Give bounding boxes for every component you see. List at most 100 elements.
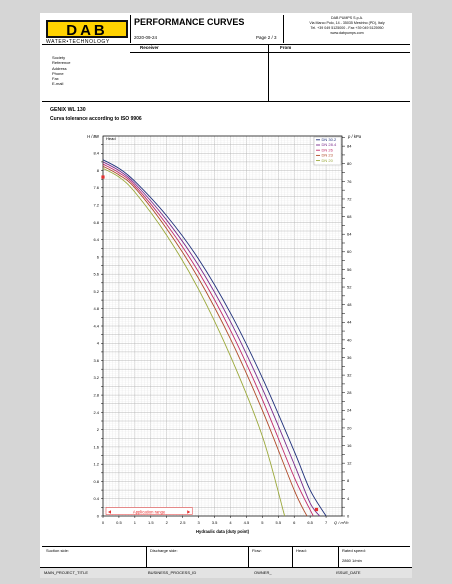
x-tick-label: 5.5: [275, 520, 281, 525]
x-tick-label: 4.5: [244, 520, 250, 525]
footer-divider: [338, 546, 339, 567]
application-range-label: Application range: [133, 510, 166, 515]
y-tick-label: 4: [97, 341, 100, 346]
company-line: DAB PUMPS S.p.A.: [331, 16, 363, 20]
x-tick-label: 2.5: [180, 520, 186, 525]
page-number: Page 2 / 3: [256, 35, 277, 40]
series-line-3: [102, 163, 314, 517]
issue-date: ISSUE_DATE: [336, 570, 361, 575]
logo-text: DAB: [66, 22, 108, 39]
y-right-tick-label: 16: [347, 443, 352, 448]
discharge-side-label: Discharge side:: [150, 548, 178, 553]
field-email: E-mail: [52, 81, 64, 87]
duty-point-marker-1: [101, 175, 105, 179]
legend-label: DN 28.4: [322, 142, 337, 147]
field-phone: Phone: [52, 70, 64, 76]
print-date: 2020-09-24: [134, 35, 158, 40]
x-tick-label: 3.5: [212, 520, 218, 525]
y-tick-label: 5.2: [93, 289, 99, 294]
y-right-tick-label: 44: [347, 320, 352, 325]
field-address: Address: [52, 65, 67, 71]
contact-top-rule: [42, 44, 410, 45]
y-right-tick-label: 32: [347, 372, 352, 377]
company-line: Via Marco Polo, 14 - 35035 Mestrino (PD)…: [309, 21, 385, 25]
y-right-tick-label: 28: [347, 390, 352, 395]
owner: OWNER_: [254, 570, 272, 575]
contact-divider: [268, 44, 269, 101]
legend-label: DN 20: [322, 158, 334, 163]
y-right-tick-label: 76: [347, 179, 352, 184]
tolerance-note: Curva tolerance according to ISO 9906: [50, 116, 142, 122]
dab-logo: DAB: [46, 20, 128, 38]
company-line: www.dabpumps.com: [330, 31, 364, 35]
logo-tagline: WATER•TECHNOLOGY: [46, 39, 110, 45]
performance-chart: 0 0.4 0.8 1.2 1.6 2 2.4 2.8 3.2 3.6 4 4.4 4.8 5.2 5.6 6…: [87, 133, 362, 534]
y-tick-label: 8: [97, 168, 100, 173]
y-tick-label: 4.8: [93, 306, 99, 311]
y-right-tick-label: 0: [347, 513, 350, 518]
field-society: Society: [52, 55, 66, 60]
contact-header-rule: [130, 52, 410, 53]
y-right-tick-label: 36: [347, 355, 352, 360]
range-arrow-right: [187, 510, 191, 514]
y-axis-label: H / m: [87, 134, 98, 139]
y-tick-label: 8.4: [93, 151, 99, 156]
y-tick-label: 0: [97, 513, 100, 518]
series-line-2: [102, 161, 321, 517]
y-right-tick-label: 52: [347, 284, 352, 289]
x-tick-label: 6.5: [307, 520, 313, 525]
legend-label: DN 30.2: [322, 137, 337, 142]
y-tick-label: 0.8: [93, 479, 99, 484]
y-tick-label: 6: [97, 254, 100, 259]
range-arrow-left: [108, 510, 111, 514]
y-tick-label: 6.8: [93, 220, 99, 225]
y-right-tick-label: 24: [347, 408, 352, 413]
page-title: PERFORMANCE CURVES: [134, 17, 245, 27]
y-right-tick-label: 8: [347, 478, 350, 483]
y-right-tick-label: 40: [347, 337, 352, 342]
suction-side-label: Suction side:: [46, 548, 69, 553]
y-right-tick-label: 64: [347, 232, 352, 237]
footer-row-1: Suction side: Discharge side: Flow: Head…: [42, 546, 410, 567]
head-tag: Head: [106, 136, 116, 141]
x-tick-label: 3: [197, 520, 200, 525]
x-tick-label: 5: [261, 520, 264, 525]
contact-bottom-rule: [42, 101, 410, 102]
x-tick-label: 1: [134, 520, 137, 525]
series-line-1: [102, 159, 327, 517]
y-right-axis-label: p / kPa: [347, 134, 362, 139]
y-tick-label: 1.6: [93, 444, 99, 449]
field-fax: Fax: [52, 76, 59, 82]
x-tick-label: 7: [325, 520, 328, 525]
series-line-5: [102, 167, 286, 517]
y-right-tick-label: 84: [347, 144, 352, 149]
y-right-tick-label: 68: [347, 214, 352, 219]
y-tick-label: 5.6: [93, 272, 99, 277]
footer-row-2: MAIN_PROJECT_TITLE BUSINESS_PROCESS_ID O…: [40, 567, 412, 578]
datasheet-page: DAB WATER•TECHNOLOGY PERFORMANCE CURVES …: [40, 13, 412, 578]
footer-divider: [146, 546, 147, 567]
x-tick-label: 1.5: [148, 520, 154, 525]
application-range-box: [105, 507, 193, 515]
y-right-tick-label: 12: [347, 461, 352, 466]
y-tick-label: 6.4: [93, 237, 99, 242]
chart-curves: [101, 159, 327, 517]
y-right-tick-label: 56: [347, 267, 352, 272]
y-tick-label: 3.2: [93, 375, 99, 380]
y-right-tick-label: 4: [347, 496, 350, 501]
main-project-title: MAIN_PROJECT_TITLE: [44, 570, 89, 575]
from-label: From: [280, 45, 292, 50]
legend-label: DN 26: [322, 147, 334, 152]
header-divider-left: [130, 15, 131, 43]
series-line-4: [102, 165, 308, 517]
rated-speed-label: Rated speed:: [342, 548, 366, 553]
x-tick-label: 2: [166, 520, 169, 525]
flow-label: Flow:: [252, 548, 262, 553]
y-tick-label: 8.8: [93, 133, 99, 138]
x-unit-label: Q / m³/h: [334, 520, 349, 525]
business-process-id: BUSINESS_PROCESS_ID: [148, 570, 197, 575]
y-tick-label: 1.2: [93, 462, 99, 467]
chart-grid: [102, 135, 343, 517]
x-tick-label: 6: [293, 520, 296, 525]
y-right-tick-label: 20: [347, 425, 352, 430]
